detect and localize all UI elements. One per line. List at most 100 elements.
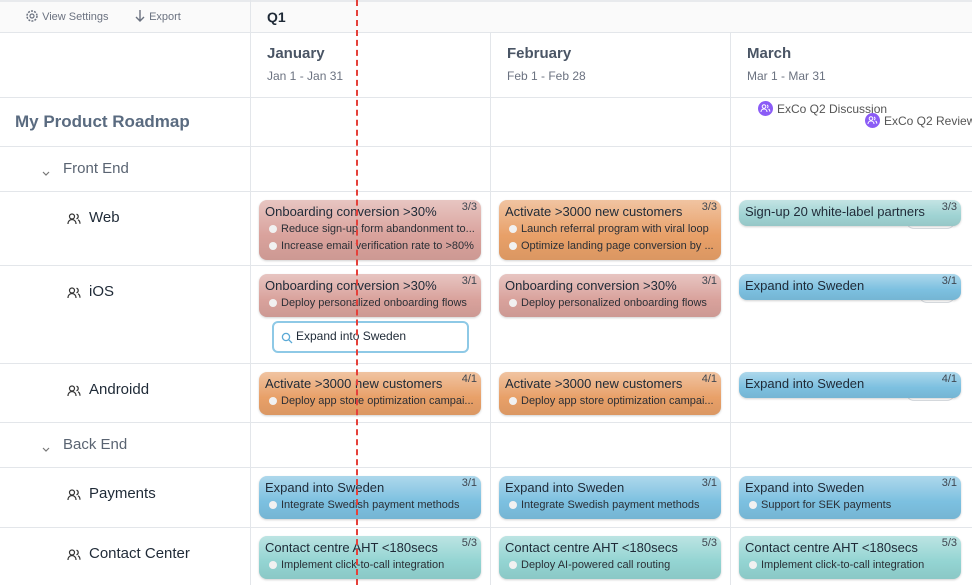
objective-card[interactable]: Activate >3000 new customers 4/1 Deploy ap…: [259, 372, 481, 415]
card-count: 3/3: [941, 201, 957, 213]
card-count: 3/3: [461, 201, 477, 213]
card-title: Contact centre AHT <180secs: [265, 540, 438, 555]
team-icon: [67, 286, 81, 304]
top-bar: [0, 0, 972, 32]
row-divider: [0, 191, 972, 192]
objective-card[interactable]: Expand into Sweden 4/1: [739, 372, 961, 398]
team-icon: [67, 548, 81, 566]
key-result: Deploy personalized onboarding flows: [265, 295, 475, 312]
key-result: Integrate Swedish payment methods: [265, 497, 475, 514]
objective-card[interactable]: Expand into Sweden 3/1 Integrate Swedish p…: [499, 476, 721, 519]
event-label: ExCo Q2 Discussion: [777, 102, 888, 116]
key-result: Integrate Swedish payment methods: [505, 497, 715, 514]
objective-card[interactable]: Expand into Sweden 3/1 Support for SEK pay…: [739, 476, 961, 519]
key-result: Optimize landing page conversion by ...: [505, 238, 715, 255]
objective-card[interactable]: Onboarding conversion >30% 3/1 Deploy pers…: [259, 274, 481, 317]
objective-card[interactable]: Contact centre AHT <180secs 5/3 Implement …: [259, 536, 481, 579]
team-icon: [67, 488, 81, 506]
row-name: Contact Center: [89, 545, 190, 562]
key-result: Deploy app store optimization campai...: [505, 393, 715, 410]
event-icon-part: [758, 101, 773, 116]
team-icon-part: [68, 489, 76, 496]
team-icon-part: [67, 549, 81, 561]
key-result: Reduce sign-up form abandonment to...: [265, 221, 475, 238]
team-icon: [67, 384, 81, 402]
objective-card[interactable]: Onboarding conversion >30% 3/3 Reduce sign…: [259, 200, 481, 260]
group-chevron-part: [42, 447, 50, 452]
event-icon-part: [868, 116, 874, 121]
card-title: Expand into Sweden: [745, 376, 865, 391]
view-settings-button[interactable]: View Settings: [25, 9, 109, 23]
event-chip[interactable]: ExCo Q2 Review: [865, 113, 972, 131]
key-result: Implement click-to-call integration: [265, 557, 475, 574]
card-title: Expand into Sweden: [505, 480, 625, 495]
quarter-label: Q1: [267, 9, 286, 25]
event-icon-part: [865, 113, 880, 128]
team-icon-part: [68, 549, 76, 556]
event-icon: [865, 113, 880, 131]
row-divider: [0, 363, 972, 364]
card-title: Expand into Sweden: [745, 278, 865, 293]
group-name[interactable]: Back End: [63, 436, 128, 453]
event-label: ExCo Q2 Review: [884, 114, 972, 128]
card-title: Activate >3000 new customers: [505, 376, 683, 391]
event-icon-part: [865, 113, 880, 128]
key-result: Deploy app store optimization campai...: [265, 393, 475, 410]
card-title: Expand into Sweden: [745, 480, 865, 495]
objective-card[interactable]: Expand into Sweden 3/1 Integrate Swedish p…: [259, 476, 481, 519]
card-title: Onboarding conversion >30%: [505, 278, 677, 293]
team-icon-part: [76, 213, 81, 224]
team-icon-part: [76, 385, 81, 396]
objective-card[interactable]: Expand into Sweden 3/1: [739, 274, 961, 300]
export-label: Export: [149, 11, 181, 23]
group-chevron: [41, 165, 51, 183]
event-icon: [758, 101, 773, 119]
team-icon-part: [68, 213, 76, 220]
row-divider: [0, 146, 972, 147]
group-name[interactable]: Front End: [63, 160, 129, 177]
card-title: Onboarding conversion >30%: [265, 204, 437, 219]
objective-card[interactable]: Activate >3000 new customers 3/3 Launch re…: [499, 200, 721, 260]
key-result: Implement click-to-call integration: [745, 557, 955, 574]
key-result: Increase email verification rate to >80%: [265, 238, 475, 255]
event-chip[interactable]: ExCo Q2 Discussion: [758, 101, 887, 119]
month-range: Mar 1 - Mar 31: [747, 69, 826, 83]
objective-card[interactable]: Contact centre AHT <180secs 5/3 Implement …: [739, 536, 961, 579]
column-divider: [250, 0, 251, 585]
card-count: 3/1: [461, 275, 477, 287]
row-divider: [0, 32, 972, 33]
team-icon-part: [67, 292, 77, 299]
team-icon-part: [67, 390, 77, 397]
objective-card[interactable]: Contact centre AHT <180secs 5/3 Deploy AI-…: [499, 536, 721, 579]
roadmap-title: My Product Roadmap: [15, 112, 190, 131]
card-count: 5/3: [941, 537, 957, 549]
card-title: Activate >3000 new customers: [505, 204, 683, 219]
objective-card[interactable]: Sign-up 20 white-label partners 3/3: [739, 200, 961, 226]
card-title: Contact centre AHT <180secs: [505, 540, 678, 555]
column-divider: [490, 32, 491, 585]
row-name: Web: [89, 209, 120, 226]
objective-card[interactable]: Onboarding conversion >30% 3/1 Deploy pers…: [499, 274, 721, 317]
card-title: Contact centre AHT <180secs: [745, 540, 918, 555]
row-divider: [0, 422, 972, 423]
group-chevron-part: [42, 447, 50, 452]
card-count: 5/3: [701, 537, 717, 549]
row-divider: [0, 467, 972, 468]
team-icon-part: [67, 385, 81, 397]
team-icon-part: [67, 287, 81, 299]
event-icon-part: [867, 116, 878, 125]
card-title: Sign-up 20 white-label partners: [745, 204, 925, 219]
month-name: January: [267, 45, 325, 62]
export-button[interactable]: Export: [134, 9, 181, 23]
team-icon-part: [67, 489, 81, 501]
card-title: Activate >3000 new customers: [265, 376, 443, 391]
view-settings-label: View Settings: [42, 11, 109, 23]
team-icon-part: [76, 549, 81, 560]
row-divider: [0, 265, 972, 266]
team-icon-part: [68, 385, 76, 392]
team-icon-part: [67, 554, 77, 561]
search-box[interactable]: Expand into Sweden: [272, 321, 469, 353]
objective-card[interactable]: Activate >3000 new customers 4/1 Deploy ap…: [499, 372, 721, 415]
month-range: Jan 1 - Jan 31: [267, 69, 344, 83]
